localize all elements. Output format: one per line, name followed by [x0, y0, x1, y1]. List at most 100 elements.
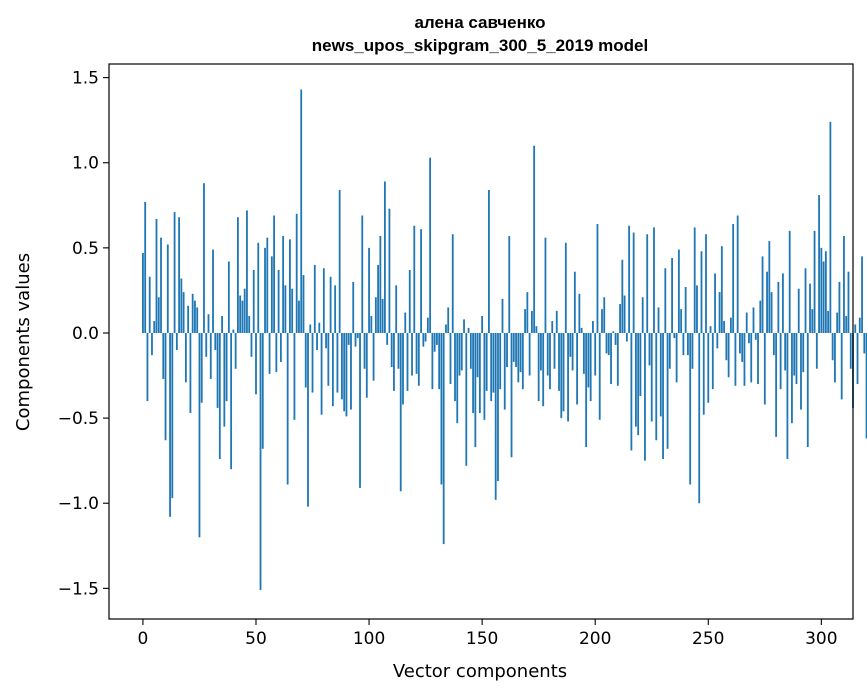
bar [277, 270, 280, 333]
y-tick-label: −1.5 [58, 579, 99, 599]
bar [594, 332, 597, 376]
bar [793, 332, 796, 376]
bar [282, 235, 285, 333]
bar [144, 201, 147, 333]
bar [644, 332, 646, 461]
bar [191, 293, 194, 333]
bar [761, 256, 764, 333]
bar [490, 332, 493, 402]
bar [630, 332, 633, 451]
bar [616, 332, 619, 386]
bar [345, 332, 348, 417]
bar [447, 307, 450, 333]
bar [813, 230, 816, 333]
bar [472, 332, 474, 414]
bar [612, 331, 615, 333]
bar [524, 309, 526, 333]
bar [433, 332, 436, 352]
bar [655, 332, 658, 441]
bar [549, 332, 551, 390]
bar [320, 332, 323, 415]
bar [757, 332, 759, 385]
bar [657, 307, 660, 333]
bar [759, 300, 762, 333]
bar [246, 210, 248, 333]
bar [350, 332, 352, 410]
bar [352, 281, 355, 333]
bar [684, 287, 687, 333]
bar [544, 237, 547, 333]
bar [702, 332, 705, 415]
bar [533, 145, 536, 333]
bar [571, 332, 574, 371]
bar [693, 227, 696, 333]
bar [431, 332, 434, 390]
bar [772, 332, 775, 356]
bar [553, 332, 556, 369]
bar [361, 215, 364, 333]
bar [858, 317, 861, 333]
bar [680, 309, 683, 333]
bar [178, 217, 181, 333]
bar [374, 297, 377, 333]
bar [395, 285, 398, 333]
bar [203, 183, 205, 333]
bar [639, 332, 642, 396]
bar [390, 332, 393, 368]
bar [406, 332, 409, 391]
bar [286, 332, 289, 485]
bar [820, 247, 823, 333]
bar [526, 292, 529, 333]
bar [429, 157, 432, 333]
bar [800, 332, 802, 410]
bar [476, 332, 479, 378]
bar [515, 332, 517, 368]
bar [632, 232, 635, 333]
bar [849, 332, 852, 369]
bar [711, 332, 714, 390]
bar [512, 332, 515, 362]
bar [298, 300, 300, 333]
bar [506, 332, 508, 368]
bar [311, 332, 314, 393]
bar [585, 332, 588, 448]
bar [551, 321, 554, 333]
x-tick-label: 100 [353, 629, 385, 649]
bar [270, 256, 273, 333]
bar [784, 332, 787, 371]
bar [148, 276, 151, 333]
bar [562, 332, 565, 412]
bar [503, 332, 506, 410]
bar [818, 195, 820, 333]
bar [779, 332, 782, 390]
y-tick-label: −0.5 [58, 409, 99, 429]
bar [625, 332, 628, 342]
bar [698, 332, 701, 504]
bar [307, 332, 309, 507]
bar [173, 212, 176, 333]
bar [619, 304, 621, 333]
bar [205, 332, 208, 357]
bar [420, 229, 422, 333]
bar [786, 332, 789, 459]
bar [741, 332, 744, 362]
bar [171, 332, 174, 499]
bar [359, 332, 361, 488]
bar [388, 208, 391, 333]
bar [397, 332, 400, 369]
bar [354, 332, 357, 347]
bar [142, 252, 144, 333]
bar [666, 332, 669, 449]
x-axis: 0 50 100 150 200 250 300 [138, 619, 838, 649]
bar [458, 332, 461, 376]
bar [589, 332, 592, 402]
bar [485, 332, 488, 391]
bar [582, 332, 585, 374]
bar [621, 259, 624, 333]
bar [845, 315, 848, 333]
bar [838, 281, 841, 333]
bar [198, 332, 201, 538]
bar [377, 264, 380, 333]
bar [155, 218, 158, 333]
bar [560, 332, 563, 419]
